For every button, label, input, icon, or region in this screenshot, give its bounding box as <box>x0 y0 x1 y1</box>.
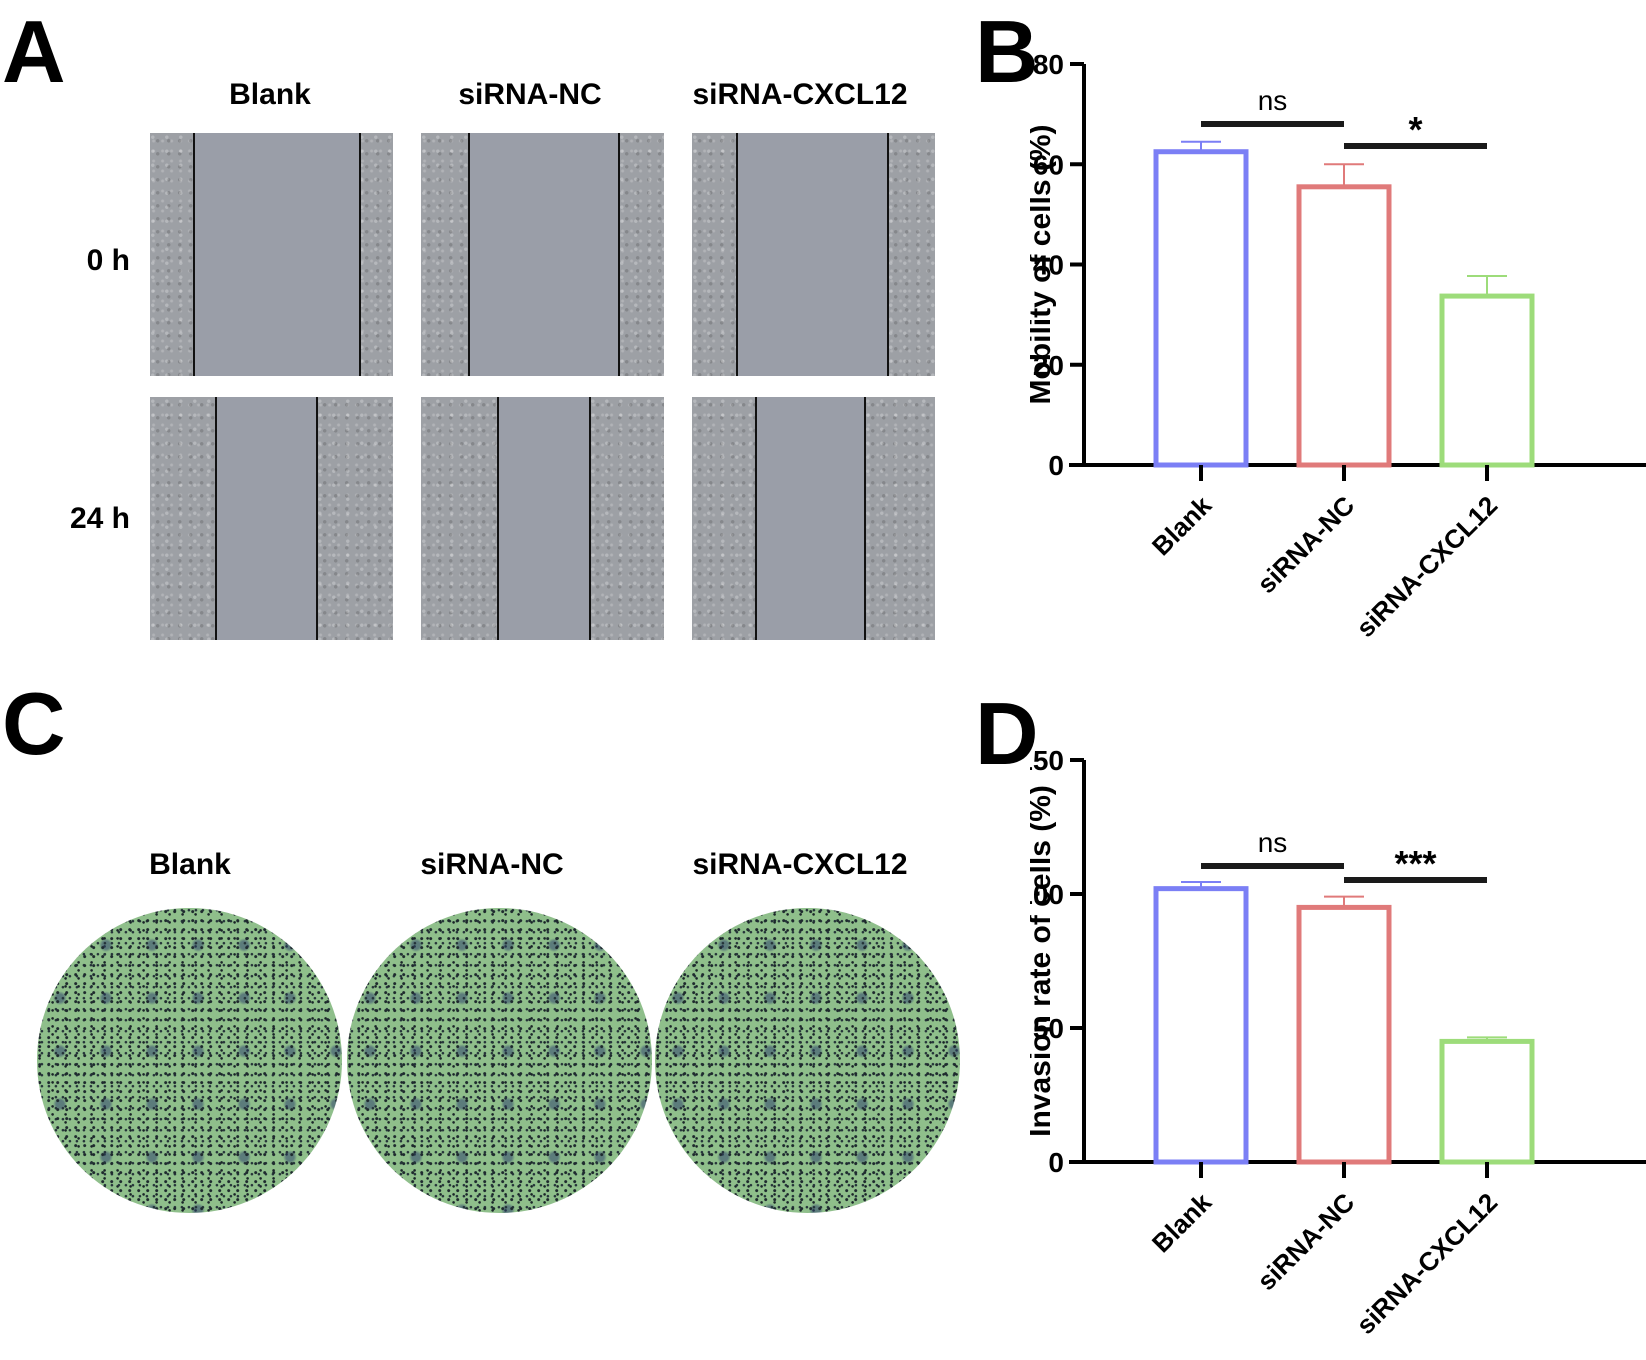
mobility-bar-chart: 0 20 40 60 80 Mobility of cells (%) Blank siRNA… <box>1030 49 1646 643</box>
col-label-sirna-cxcl12: siRNA-CXCL12 <box>692 78 908 111</box>
x-tick-label: siRNA-CXCL12 <box>1350 1187 1503 1340</box>
col-label-sirna-nc: siRNA-NC <box>458 78 602 111</box>
invasion-bar-chart: 0 50 100 150 Invasion rate of cells (%) Blank… <box>1030 745 1646 1340</box>
x-tick-label: Blank <box>1146 490 1218 562</box>
y-tick-label: 150 <box>1030 745 1064 776</box>
panel-letter-d: D <box>975 684 1039 783</box>
significance-label: ns <box>1258 827 1288 858</box>
x-tick-label: siRNA-NC <box>1251 1187 1360 1296</box>
y-axis-label: Invasion rate of cells (%) <box>1030 785 1057 1137</box>
significance-label: *** <box>1394 843 1436 884</box>
y-axis-label: Mobility of cells (%) <box>1030 124 1057 404</box>
col-label-sirna-nc: siRNA-NC <box>420 848 564 881</box>
col-label-blank: Blank <box>149 848 231 881</box>
row-label-0h: 0 h <box>86 244 130 277</box>
bar-sirna-cxcl12 <box>1439 1038 1535 1165</box>
wound-image-sirna-cxcl12-24h <box>692 397 935 640</box>
x-tick-label: Blank <box>1146 1187 1218 1259</box>
transwell-image-blank <box>37 908 342 1213</box>
col-label-sirna-cxcl12: siRNA-CXCL12 <box>692 848 908 881</box>
col-label-blank: Blank <box>229 78 311 111</box>
bar-sirna-nc <box>1296 184 1392 468</box>
transwell-image-sirna-cxcl12 <box>655 908 960 1213</box>
wound-image-sirna-nc-24h <box>421 397 664 640</box>
panel-letter-a: A <box>2 2 66 101</box>
y-tick-label: 50 <box>1033 1013 1064 1044</box>
y-tick-label: 100 <box>1030 879 1064 910</box>
bar-sirna-nc <box>1296 904 1392 1165</box>
y-tick-label: 40 <box>1033 250 1064 281</box>
bar-blank <box>1153 149 1249 468</box>
y-tick-label: 0 <box>1048 1147 1064 1178</box>
y-tick-label: 20 <box>1033 350 1064 381</box>
x-tick-label: siRNA-CXCL12 <box>1350 490 1503 643</box>
wound-image-sirna-cxcl12-0h <box>692 133 935 376</box>
bar-blank <box>1153 886 1249 1165</box>
y-tick-label: 80 <box>1033 49 1064 80</box>
x-tick-label: siRNA-NC <box>1251 490 1360 599</box>
y-tick-label: 60 <box>1033 149 1064 180</box>
wound-image-blank-0h <box>150 133 393 376</box>
transwell-image-sirna-nc <box>347 908 652 1213</box>
panel-letter-c: C <box>2 674 66 773</box>
significance-label: ns <box>1258 85 1288 116</box>
wound-image-blank-24h <box>150 397 393 640</box>
panel-letter-b: B <box>975 2 1039 101</box>
y-tick-label: 0 <box>1048 450 1064 481</box>
wound-image-sirna-nc-0h <box>421 133 664 376</box>
significance-label: * <box>1408 109 1422 150</box>
bar-sirna-cxcl12 <box>1439 293 1535 468</box>
row-label-24h: 24 h <box>69 502 130 535</box>
